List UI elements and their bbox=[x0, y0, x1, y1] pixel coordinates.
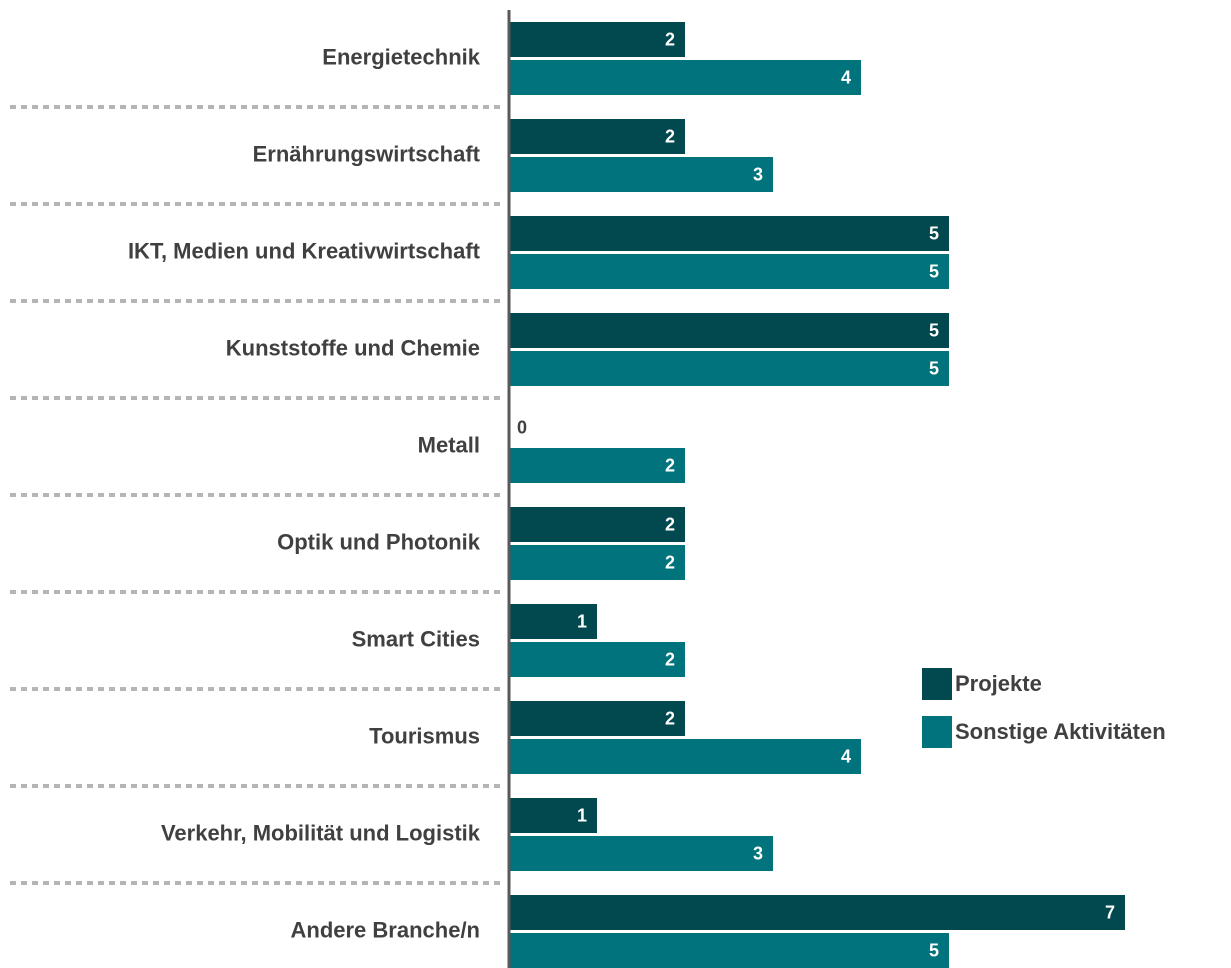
value-label: 2 bbox=[665, 455, 675, 475]
category-label: Andere Branche/n bbox=[291, 917, 481, 942]
value-label: 2 bbox=[665, 708, 675, 728]
bar bbox=[509, 836, 773, 871]
bar bbox=[509, 60, 861, 95]
value-label: 1 bbox=[577, 611, 587, 631]
bar bbox=[509, 119, 685, 154]
value-label: 4 bbox=[841, 67, 851, 87]
bar bbox=[509, 545, 685, 580]
value-label: 2 bbox=[665, 552, 675, 572]
category-label: IKT, Medien und Kreativwirtschaft bbox=[128, 238, 481, 263]
value-label: 3 bbox=[753, 164, 763, 184]
bar bbox=[509, 798, 597, 833]
value-label: 5 bbox=[929, 358, 939, 378]
bar bbox=[509, 448, 685, 483]
value-label: 2 bbox=[665, 126, 675, 146]
value-label: 4 bbox=[841, 746, 851, 766]
bar bbox=[509, 895, 1125, 930]
bar bbox=[509, 254, 949, 289]
value-label: 1 bbox=[577, 805, 587, 825]
category-label: Ernährungswirtschaft bbox=[253, 141, 481, 166]
value-label: 2 bbox=[665, 514, 675, 534]
category-label: Kunststoffe und Chemie bbox=[226, 335, 480, 360]
value-label: 7 bbox=[1105, 902, 1115, 922]
value-label: 2 bbox=[665, 649, 675, 669]
value-label: 5 bbox=[929, 320, 939, 340]
value-label: 5 bbox=[929, 223, 939, 243]
bar bbox=[509, 507, 685, 542]
category-label: Tourismus bbox=[369, 723, 480, 748]
legend-swatch bbox=[922, 668, 952, 700]
legend-label: Sonstige Aktivitäten bbox=[955, 719, 1166, 744]
category-label: Optik und Photonik bbox=[277, 529, 481, 554]
value-label: 0 bbox=[517, 417, 527, 437]
value-label: 5 bbox=[929, 940, 939, 960]
bar bbox=[509, 216, 949, 251]
value-label: 3 bbox=[753, 843, 763, 863]
category-label: Metall bbox=[418, 432, 480, 457]
bar bbox=[509, 22, 685, 57]
bar bbox=[509, 157, 773, 192]
bar bbox=[509, 351, 949, 386]
bar bbox=[509, 642, 685, 677]
category-label: Energietechnik bbox=[322, 44, 480, 69]
category-label: Smart Cities bbox=[352, 626, 480, 651]
legend-label: Projekte bbox=[955, 671, 1042, 696]
bar bbox=[509, 604, 597, 639]
bar bbox=[509, 739, 861, 774]
bar bbox=[509, 701, 685, 736]
value-label: 2 bbox=[665, 29, 675, 49]
bar bbox=[509, 313, 949, 348]
value-label: 5 bbox=[929, 261, 939, 281]
category-label: Verkehr, Mobilität und Logistik bbox=[161, 820, 481, 845]
legend-swatch bbox=[922, 716, 952, 748]
bar bbox=[509, 933, 949, 968]
